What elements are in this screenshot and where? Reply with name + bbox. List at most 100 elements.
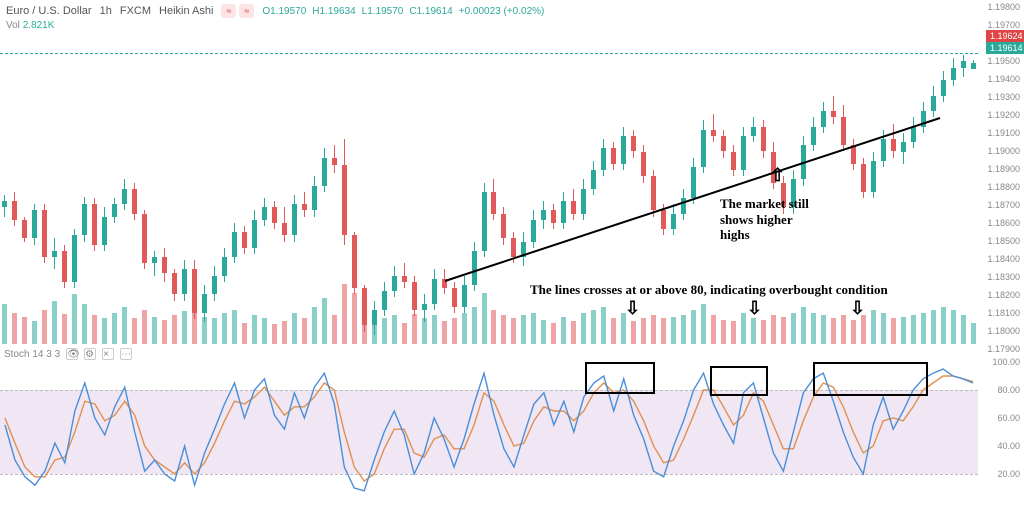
volume-bar: [232, 310, 237, 344]
volume-bar: [352, 293, 357, 344]
price-tick: 1.17900: [987, 344, 1020, 354]
chart-header: Euro / U.S. Dollar 1h FXCM Heikin Ashi ≈…: [6, 4, 544, 18]
volume-bar: [152, 317, 157, 344]
volume-bar: [12, 313, 17, 344]
volume-bar: [312, 307, 317, 344]
volume-bar: [472, 307, 477, 344]
volume-bar: [901, 317, 906, 344]
volume-bar: [931, 310, 936, 344]
volume-bar: [112, 313, 117, 344]
volume-bar: [691, 310, 696, 344]
price-tick: 1.19200: [987, 110, 1020, 120]
volume-bar: [292, 313, 297, 344]
volume-bar: [951, 310, 956, 344]
stoch-tick: 20.00: [997, 469, 1020, 479]
timeframe-label[interactable]: 1h: [100, 5, 112, 17]
volume-bar: [791, 313, 796, 344]
volume-bar: [961, 315, 966, 344]
stoch-header: Stoch 14 3 3 👁 ⚙ × ⋯: [4, 348, 132, 360]
price-tick: 1.18000: [987, 326, 1020, 336]
volume-bar: [222, 313, 227, 344]
volume-bar: [172, 315, 177, 344]
volume-bar: [302, 318, 307, 344]
volume-bar: [721, 320, 726, 344]
chart-type-label[interactable]: Heikin Ashi: [159, 5, 213, 17]
more-icon[interactable]: ⋯: [120, 348, 132, 360]
volume-bar: [482, 293, 487, 344]
volume-bar: [801, 307, 806, 344]
volume-bar: [212, 318, 217, 344]
volume-bar: [531, 313, 536, 344]
volume-bar: [22, 317, 27, 344]
volume-bar: [651, 315, 656, 344]
overbought-annotation: The lines crosses at or above 80, indica…: [530, 282, 888, 298]
price-live-bid: 1.19614: [986, 42, 1024, 54]
volume-bar: [921, 313, 926, 344]
price-tick: 1.19000: [987, 146, 1020, 156]
volume-bar: [681, 315, 686, 344]
volume-bar: [52, 301, 57, 344]
price-tick: 1.19100: [987, 128, 1020, 138]
stoch-tick: 100.00: [992, 357, 1020, 367]
live-price-line: [0, 53, 978, 54]
volume-bar: [382, 318, 387, 344]
volume-bar: [242, 323, 247, 344]
stoch-tick: 60.00: [997, 413, 1020, 423]
eye-icon[interactable]: 👁: [66, 348, 78, 360]
volume-bar: [711, 315, 716, 344]
volume-bar: [591, 310, 596, 344]
volume-bar: [661, 318, 666, 344]
volume-bar: [322, 298, 327, 344]
volume-bar: [262, 318, 267, 344]
volume-bar: [142, 310, 147, 344]
overbought-box-annotation: [813, 362, 928, 396]
close-icon[interactable]: ×: [102, 348, 114, 360]
volume-bar: [182, 311, 187, 344]
volume-bar: [102, 318, 107, 344]
volume-bar: [611, 318, 616, 344]
volume-bar: [132, 318, 137, 344]
volume-bar: [761, 320, 766, 344]
volume-bar: [551, 323, 556, 344]
arrow-down-icon: ⇩: [747, 298, 762, 319]
price-tick: 1.19400: [987, 74, 1020, 84]
volume-bar: [501, 315, 506, 344]
price-tick: 1.18900: [987, 164, 1020, 174]
volume-bar: [521, 315, 526, 344]
price-tick: 1.18100: [987, 308, 1020, 318]
arrow-down-icon: ⇩: [850, 298, 865, 319]
stoch-tick: 40.00: [997, 441, 1020, 451]
volume-bar: [561, 317, 566, 344]
indicator-badge-icon[interactable]: ≈: [221, 4, 236, 18]
volume-bar: [332, 315, 337, 344]
volume-bar: [601, 307, 606, 344]
price-tick: 1.18700: [987, 200, 1020, 210]
volume-bar: [971, 323, 976, 344]
volume-bar: [491, 310, 496, 344]
volume-bar: [342, 284, 347, 344]
volume-bar: [741, 313, 746, 344]
price-tick: 1.19700: [987, 20, 1020, 30]
ohlc-readout: O1.19570 H1.19634 L1.19570 C1.19614 +0.0…: [262, 6, 544, 17]
price-tick: 1.19800: [987, 2, 1020, 12]
volume-bar: [751, 318, 756, 344]
volume-bar: [282, 321, 287, 344]
volume-bar: [42, 310, 47, 344]
volume-bar: [252, 315, 257, 344]
volume-bar: [432, 315, 437, 344]
volume-bar: [781, 317, 786, 344]
settings-icon[interactable]: ⚙: [84, 348, 96, 360]
volume-bar: [871, 310, 876, 344]
symbol-title[interactable]: Euro / U.S. Dollar: [6, 5, 92, 17]
volume-bar: [831, 318, 836, 344]
volume-bar: [452, 318, 457, 344]
price-tick: 1.18600: [987, 218, 1020, 228]
volume-bar: [412, 314, 417, 344]
arrow-down-icon: ⇩: [625, 298, 640, 319]
indicator-badge-icon[interactable]: ≈: [239, 4, 254, 18]
stoch-chart[interactable]: [0, 362, 978, 502]
volume-bar: [92, 315, 97, 344]
price-tick: 1.18500: [987, 236, 1020, 246]
price-tick: 1.19300: [987, 92, 1020, 102]
volume-bar: [851, 320, 856, 344]
